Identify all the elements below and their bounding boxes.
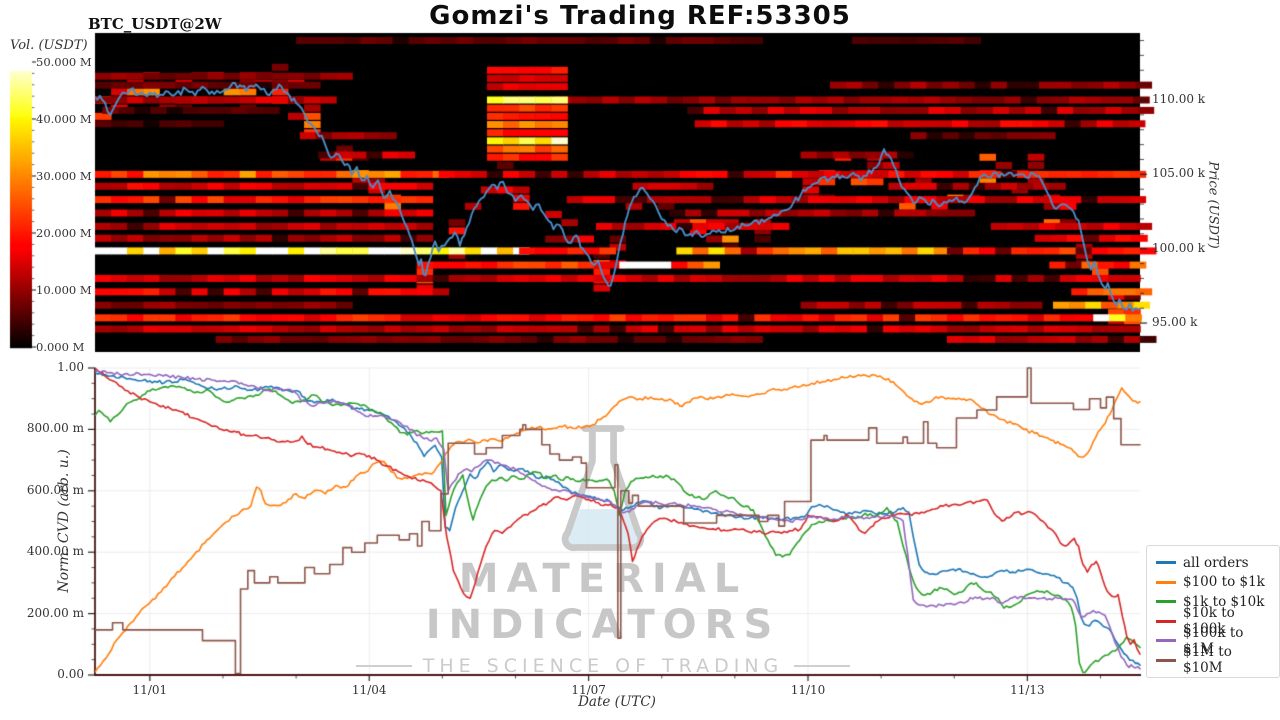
legend-item: all orders: [1156, 553, 1269, 573]
cvd-legend: all orders $100 to $1k $1k to $10k $10k to …: [1146, 545, 1280, 678]
legend-item-label: $100k to $1M: [1183, 624, 1244, 657]
legend-item-label: all orders: [1183, 554, 1249, 571]
legend-item: $10k to $100k: [1156, 605, 1269, 637]
legend-item-label: $10k to $100k: [1183, 605, 1235, 638]
legend-item: $100k to $1M: [1156, 625, 1269, 657]
legend-item-label: $1k to $10k: [1183, 593, 1265, 610]
legend-item: $100 to $1k: [1156, 573, 1269, 593]
legend-swatch-icon: [1156, 658, 1176, 662]
legend-item-label: $100 to $1k: [1183, 574, 1265, 591]
legend-swatch-icon: [1156, 561, 1176, 565]
legend-item: $1M to $10M: [1156, 644, 1269, 676]
legend-swatch-icon: [1156, 580, 1176, 584]
legend-swatch-icon: [1156, 619, 1176, 623]
legend-item-label: $1M to $10M: [1183, 644, 1232, 677]
legend-item: $1k to $10k: [1156, 592, 1269, 612]
legend-swatch-icon: [1156, 600, 1176, 604]
legend-swatch-icon: [1156, 639, 1176, 643]
